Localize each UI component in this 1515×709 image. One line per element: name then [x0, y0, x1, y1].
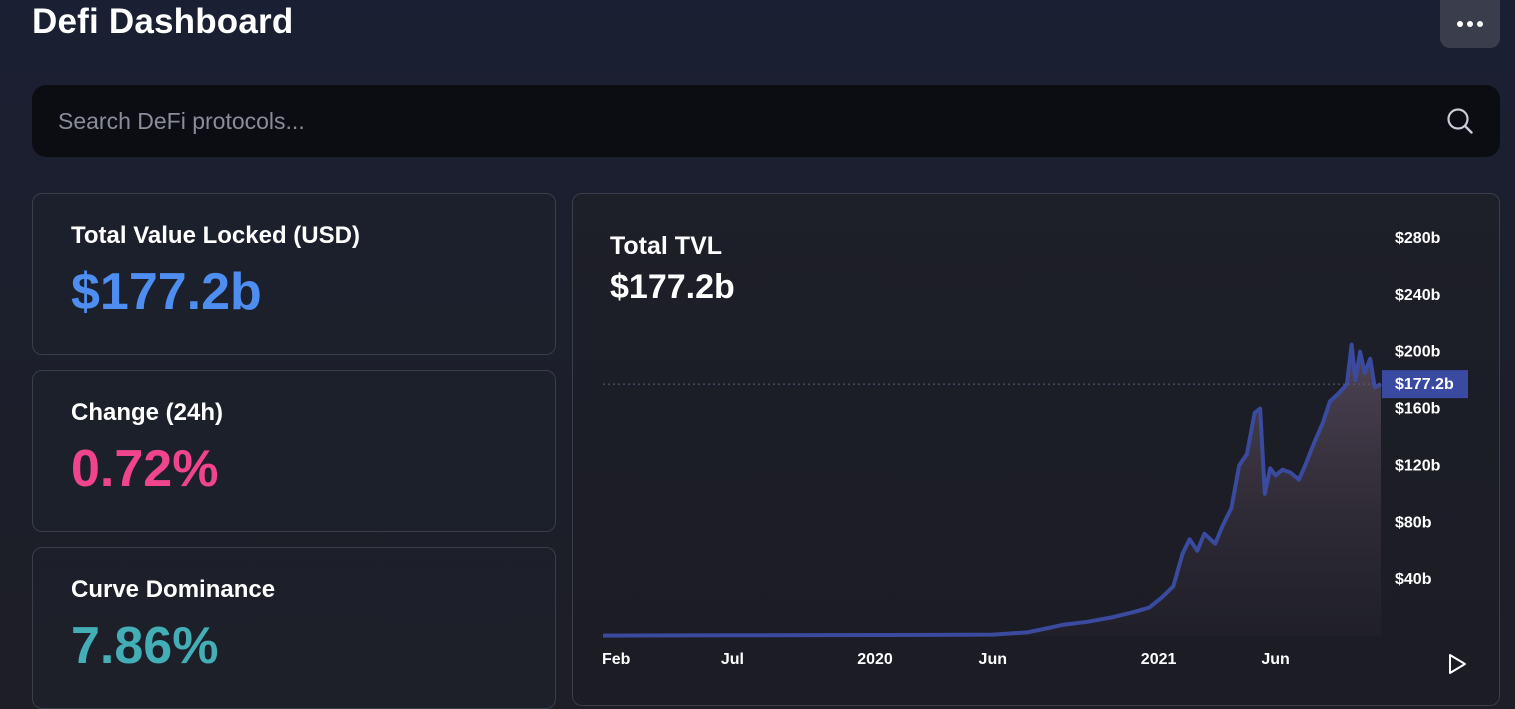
search-icon[interactable] [1446, 107, 1474, 140]
y-tick-label: $240b [1395, 287, 1441, 304]
change-card: Change (24h) 0.72% [32, 370, 556, 532]
current-value-marker: $177.2b [603, 370, 1468, 399]
y-tick-label: $160b [1395, 401, 1441, 418]
chart-title: Total TVL [610, 232, 723, 260]
tvl-series-line [602, 342, 1382, 638]
chart-value: $177.2b [610, 268, 735, 306]
y-axis: $280b $240b $200b $160b $120b $80b $40b [1395, 230, 1441, 588]
x-tick-label: Jun [1261, 651, 1289, 668]
x-tick-label: Jun [979, 651, 1007, 668]
y-tick-label: $120b [1395, 457, 1441, 474]
y-tick-label: $200b [1395, 344, 1441, 361]
x-tick-label: 2021 [1141, 651, 1177, 668]
tvl-area [603, 344, 1381, 636]
page-title: Defi Dashboard [32, 2, 294, 41]
tvl-label: Total Value Locked (USD) [71, 222, 360, 249]
search-input[interactable] [58, 85, 1438, 157]
tvl-card: Total Value Locked (USD) $177.2b [32, 193, 556, 355]
curve-dominance-label: Curve Dominance [71, 576, 276, 603]
y-tick-label: $40b [1395, 571, 1432, 588]
search-bar [32, 85, 1500, 157]
current-value-label: $177.2b [1395, 376, 1454, 393]
tvl-chart-card: $280b $240b $200b $160b $120b $80b $40b Feb Jul… [572, 193, 1500, 706]
chart-plot [602, 342, 1382, 638]
y-tick-label: $80b [1395, 514, 1432, 531]
play-button[interactable] [1449, 654, 1466, 674]
x-axis: Feb Jul 2020 Jun 2021 Jun [602, 651, 1290, 668]
more-horizontal-icon [1457, 21, 1483, 27]
change-value: 0.72% [71, 440, 219, 498]
curve-dominance-card: Curve Dominance 7.86% [32, 547, 556, 709]
tvl-value: $177.2b [71, 263, 262, 321]
x-tick-label: 2020 [857, 651, 893, 668]
x-tick-label: Jul [721, 651, 744, 668]
change-label: Change (24h) [71, 399, 224, 426]
x-tick-label: Feb [602, 651, 631, 668]
play-icon [1449, 654, 1466, 674]
y-tick-label: $280b [1395, 230, 1441, 247]
curve-dominance-value: 7.86% [71, 617, 219, 675]
more-options-button[interactable] [1440, 0, 1500, 48]
tvl-chart[interactable]: $280b $240b $200b $160b $120b $80b $40b Feb Jul… [573, 194, 1501, 707]
